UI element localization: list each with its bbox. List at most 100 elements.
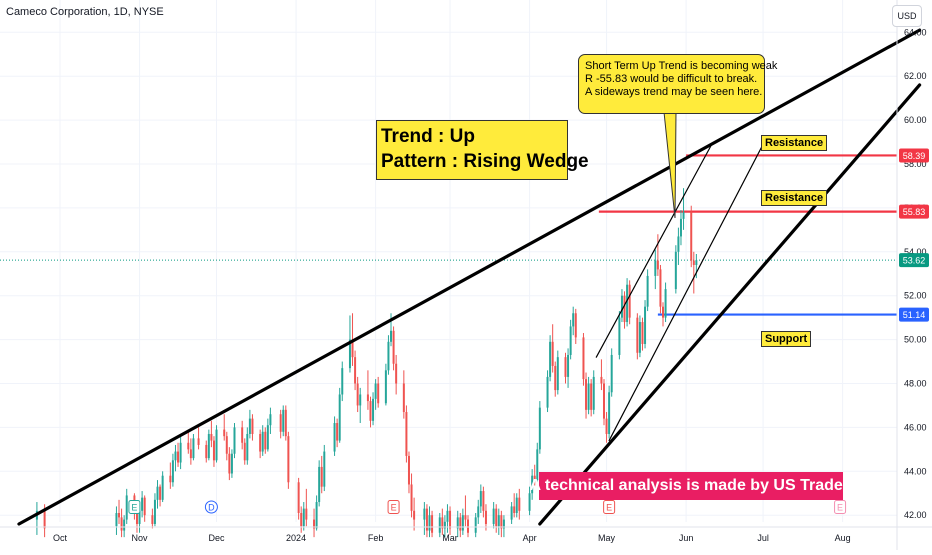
event-marker: E	[603, 500, 616, 514]
event-marker: E	[128, 500, 141, 514]
candle	[492, 502, 495, 529]
candle	[567, 348, 570, 388]
currency-button[interactable]: USD	[892, 5, 922, 27]
candle-body	[156, 486, 159, 500]
candle	[302, 502, 305, 531]
candle-body	[536, 449, 539, 481]
candle-body	[169, 475, 172, 483]
candle-body	[384, 370, 387, 404]
candle-body	[628, 284, 631, 318]
candle	[656, 234, 659, 276]
candle	[646, 269, 649, 312]
candle-body	[115, 513, 118, 527]
candle-body	[248, 418, 251, 434]
candle-body	[123, 519, 126, 531]
candle	[574, 308, 577, 344]
candle-body	[646, 275, 649, 307]
x-tick-label: Apr	[523, 533, 537, 543]
candle-body	[141, 497, 144, 511]
candle-body	[261, 431, 264, 452]
x-tick-label: Aug	[835, 533, 851, 543]
x-tick-label: Nov	[132, 533, 149, 543]
candle	[623, 291, 626, 329]
candle	[402, 370, 405, 419]
candle	[464, 495, 467, 527]
candle	[449, 506, 452, 535]
candle	[356, 376, 359, 413]
candle	[153, 493, 156, 527]
candle-body	[405, 412, 408, 456]
support-label: Support	[761, 331, 812, 347]
event-marker-letter: D	[208, 503, 215, 513]
candle	[366, 370, 369, 410]
candle	[605, 412, 608, 443]
candle-body	[205, 444, 208, 459]
candle-body	[662, 306, 665, 318]
candle	[395, 354, 398, 395]
candle-body	[605, 418, 608, 434]
resistance-label-upper: Resistance	[761, 135, 828, 151]
candle	[602, 379, 605, 426]
candle	[590, 379, 593, 417]
candle	[320, 455, 323, 494]
candle	[600, 359, 603, 391]
candle	[384, 363, 387, 406]
candle	[587, 376, 590, 415]
candle	[248, 409, 251, 439]
candle	[413, 497, 416, 531]
x-tick-label: Feb	[368, 533, 384, 543]
candle-body	[638, 322, 641, 353]
candle-body	[510, 506, 513, 520]
y-tick-label: 60.00	[904, 115, 927, 125]
candle-body	[413, 510, 416, 520]
candle	[641, 317, 644, 351]
candle-body	[644, 306, 647, 344]
price-tag-label: 58.39	[903, 151, 926, 161]
candle	[300, 506, 303, 533]
x-tick-label: 2024	[286, 533, 306, 543]
candle-body	[171, 460, 174, 483]
candle	[246, 427, 249, 465]
candle-body	[372, 398, 375, 421]
price-tag-resistance: 58.39	[899, 148, 929, 163]
candle	[466, 515, 469, 538]
candle	[120, 508, 123, 538]
candle	[279, 409, 282, 439]
candle	[608, 385, 611, 439]
candle-body	[484, 510, 487, 524]
candle	[425, 504, 428, 538]
candle-body	[320, 466, 323, 487]
candle	[187, 431, 190, 454]
candle	[387, 335, 390, 375]
candle	[502, 515, 505, 538]
candle-body	[620, 295, 623, 318]
candle-body	[143, 497, 146, 516]
event-marker-letter: E	[131, 503, 137, 513]
candle	[230, 449, 233, 478]
price-tag-last: 53.62	[899, 253, 929, 268]
candle-body	[518, 497, 521, 511]
event-marker: D	[204, 500, 218, 514]
candle-body	[161, 475, 164, 500]
candle	[212, 436, 215, 467]
candle-body	[623, 295, 626, 323]
candle-body	[369, 401, 372, 421]
candle-body	[282, 409, 285, 432]
candle-body	[590, 383, 593, 410]
y-tick-label: 64.00	[904, 27, 927, 37]
candle	[446, 504, 449, 533]
y-tick-label: 62.00	[904, 71, 927, 81]
candle-body	[531, 475, 534, 494]
candle	[618, 311, 621, 360]
candle-body	[228, 453, 231, 474]
candle-body	[466, 519, 469, 533]
candle-body	[626, 284, 629, 323]
candle	[115, 506, 118, 535]
candle-body	[592, 376, 595, 410]
candle	[192, 433, 195, 461]
trendline	[538, 83, 922, 526]
candle	[500, 510, 503, 538]
candle-body	[318, 466, 321, 503]
x-tick-label: May	[598, 533, 616, 543]
candle-body	[120, 517, 123, 531]
